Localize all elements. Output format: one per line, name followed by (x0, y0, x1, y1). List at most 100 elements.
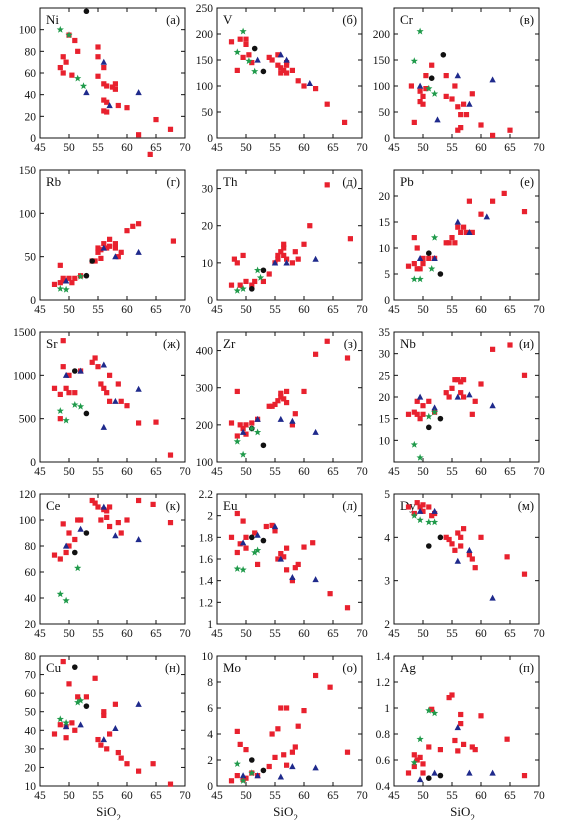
data-point-square (275, 62, 281, 68)
x-tick-label: 65 (327, 628, 339, 640)
data-point-circle (437, 415, 444, 422)
data-point-square (104, 245, 110, 251)
data-point-square (104, 746, 110, 752)
data-point-square (281, 752, 287, 758)
element-label: Rb (46, 174, 61, 189)
data-point-star (416, 516, 424, 524)
data-point-triangle (466, 229, 473, 235)
data-point-square (72, 536, 78, 543)
data-point-triangle (277, 773, 284, 780)
data-point-square (95, 364, 101, 370)
data-point-square (63, 59, 69, 65)
data-point-square (295, 256, 301, 262)
data-point-triangle (254, 415, 261, 422)
data-point-square (98, 247, 104, 253)
data-point-square (57, 391, 63, 397)
y-tick-label: 120 (19, 489, 37, 501)
data-point-square (426, 744, 432, 750)
data-point-circle (72, 368, 78, 374)
data-point-triangle (77, 721, 84, 728)
data-point-square (461, 741, 467, 747)
x-tick-label: 65 (150, 142, 162, 154)
data-point-square (284, 567, 290, 573)
data-point-square (458, 112, 464, 118)
data-point-square (501, 190, 507, 196)
x-tick-label: 50 (417, 466, 429, 478)
x-tick-label: 60 (475, 790, 487, 802)
x-tick-label: 50 (417, 142, 429, 154)
data-point-star (248, 424, 256, 432)
data-point-square (458, 390, 464, 396)
y-tick-label: 10 (379, 435, 391, 447)
data-point-circle (260, 68, 267, 75)
x-tick-label: 45 (388, 142, 400, 154)
data-point-square (284, 705, 290, 711)
data-point-triangle (416, 255, 424, 261)
data-point-triangle (100, 361, 107, 368)
data-point-square (429, 706, 435, 712)
data-point-square (281, 252, 287, 259)
data-point-square (118, 249, 124, 255)
data-point-square (124, 105, 130, 111)
data-point-square (66, 530, 72, 536)
x-tick-label: 65 (327, 790, 339, 802)
data-point-square (307, 223, 313, 229)
x-tick-label: 45 (211, 466, 223, 478)
x-tick-label: 70 (356, 628, 368, 640)
element-label: Mo (223, 660, 241, 675)
data-point-triangle (454, 393, 461, 400)
data-point-triangle (77, 367, 84, 374)
data-point-square (255, 561, 261, 568)
data-point-triangle (112, 253, 119, 260)
data-point-square (417, 416, 423, 422)
data-point-circle (83, 410, 90, 417)
data-point-square (112, 81, 118, 87)
data-point-square (278, 394, 284, 400)
x-tick-label: 55 (269, 790, 281, 802)
x-tick-label: 70 (356, 466, 368, 478)
data-point-square (521, 209, 528, 215)
data-point-triangle (239, 772, 247, 779)
data-point-star (416, 275, 424, 283)
data-point-square (414, 245, 420, 251)
x-tick-label: 65 (504, 628, 516, 640)
data-point-square (60, 278, 66, 284)
element-label: Nb (400, 336, 416, 351)
x-tick-label: 55 (92, 142, 104, 154)
data-point-triangle (416, 507, 424, 514)
x-tick-label: 55 (269, 466, 281, 478)
data-point-square (469, 744, 475, 750)
data-point-square (301, 708, 307, 714)
data-point-square (278, 550, 284, 557)
data-point-circle (83, 530, 90, 536)
data-point-square (504, 736, 510, 742)
data-point-triangle (431, 769, 438, 776)
data-point-square (272, 528, 278, 534)
data-point-star (253, 266, 262, 274)
data-point-square (313, 86, 319, 92)
data-point-square (98, 255, 104, 261)
x-tick-label: 45 (211, 628, 223, 640)
data-point-square (443, 534, 449, 540)
data-point-square (411, 409, 417, 415)
y-tick-label: 150 (19, 165, 37, 177)
element-label: Ni (46, 12, 59, 27)
data-point-square (289, 749, 295, 755)
x-tick-label: 65 (150, 790, 162, 802)
data-point-square (452, 737, 458, 744)
data-point-square (411, 235, 417, 241)
data-point-square (458, 721, 464, 727)
data-point-square (75, 48, 81, 54)
data-point-square (51, 731, 58, 737)
x-tick-label: 50 (417, 628, 429, 640)
data-point-square (292, 565, 298, 571)
y-tick-label: 100 (19, 515, 37, 527)
element-label: Cu (46, 660, 62, 675)
y-tick-label: 100 (196, 457, 214, 469)
data-point-square (327, 591, 333, 597)
data-point-star (430, 233, 439, 241)
data-point-triangle (454, 724, 461, 731)
y-tick-label: 3 (384, 576, 390, 588)
data-point-square (243, 422, 249, 428)
data-point-square (455, 748, 461, 754)
